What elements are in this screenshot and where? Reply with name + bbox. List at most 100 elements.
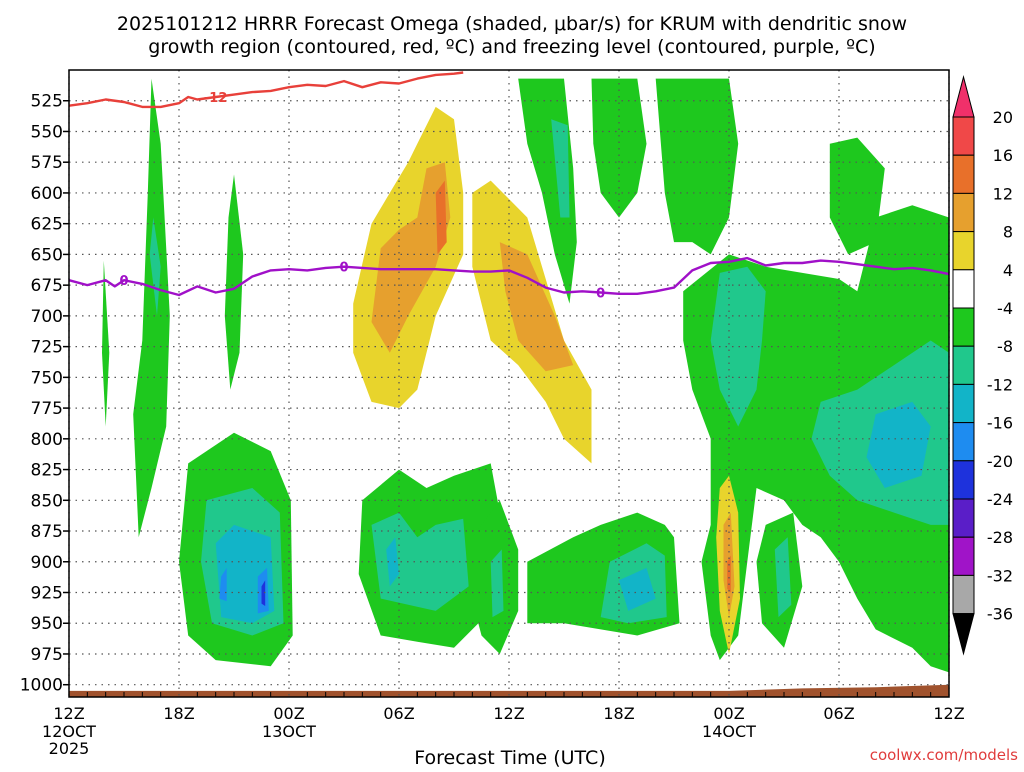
colorbar-swatch — [952, 345, 975, 385]
omega-shading-layer — [102, 78, 949, 673]
chart-title-line-1: 2025101212 HRRR Forecast Omega (shaded, … — [117, 13, 907, 35]
colorbar-swatch — [952, 574, 975, 615]
x-axis-label: Forecast Time (UTC) — [414, 747, 605, 768]
colorbar-swatch — [952, 383, 975, 424]
omega-region-neg4 — [133, 78, 170, 538]
omega-region-neg12 — [866, 401, 931, 488]
colorbar-top-arrow — [952, 75, 975, 118]
colorbar-swatch — [952, 307, 975, 347]
x-date-label-h0: 12OCT — [42, 722, 96, 741]
x-tick-label-h24: 12Z — [493, 704, 524, 723]
dgz-minus12-contour-label: -12 — [204, 91, 228, 106]
omega-region-neg4 — [102, 260, 110, 427]
colorbar-label: 16 — [993, 146, 1013, 165]
colorbar-label: 20 — [993, 108, 1013, 127]
colorbar-label: -36 — [987, 605, 1013, 624]
colorbar-swatch — [952, 192, 975, 233]
colorbar-label: -20 — [987, 452, 1013, 471]
colorbar-label: -16 — [987, 414, 1013, 433]
omega-region-neg16 — [219, 567, 227, 602]
omega-region-neg8 — [774, 537, 792, 618]
x-year-label-h0: 2025 — [49, 739, 90, 758]
y-tick-label-700: 700 — [31, 307, 63, 327]
terrain-surface — [69, 684, 949, 697]
x-date-label-h12: 13OCT — [262, 722, 316, 741]
omega-region-neg4 — [829, 137, 885, 255]
colorbar-bottom-arrow — [952, 613, 975, 656]
x-tick-label-h0: 12Z — [53, 704, 84, 723]
omega-region-neg8 — [551, 119, 570, 218]
freezing-level-contour-label: 0 — [596, 287, 605, 302]
x-tick-label-h36: 00Z — [713, 704, 744, 723]
x-tick-label-h48: 12Z — [933, 704, 964, 723]
y-tick-label-600: 600 — [31, 184, 63, 204]
colorbar-label: 12 — [993, 184, 1013, 203]
y-tick-label-625: 625 — [31, 215, 63, 235]
colorbar-label: 8 — [1003, 223, 1013, 242]
colorbar-label: -8 — [997, 337, 1013, 356]
colorbar-swatch — [952, 116, 975, 156]
colorbar-label: 4 — [1003, 261, 1013, 280]
contour-layer: 0 0 0 -12 — [68, 71, 950, 302]
omega-colorbar: 20 16 12 8 4 -4 -8 -12 -16 -20 -24 -28 -32 -36 — [952, 75, 1013, 656]
colorbar-label: -32 — [987, 566, 1013, 585]
omega-region-neg8 — [710, 266, 766, 427]
colorbar-swatch — [952, 231, 975, 271]
y-tick-label-800: 800 — [31, 430, 63, 450]
freezing-level-contour-label: 0 — [119, 274, 128, 289]
x-tick-label-h6: 18Z — [163, 704, 194, 723]
y-tick-label-525: 525 — [31, 92, 63, 112]
colorbar-swatch — [952, 460, 975, 500]
y-tick-label-650: 650 — [31, 245, 63, 265]
omega-region-neg4 — [655, 78, 739, 255]
omega-region-neg20 — [261, 580, 266, 606]
freezing-level-contour-line — [68, 256, 950, 297]
colorbar-label: -24 — [987, 490, 1013, 509]
omega-region-pos12 — [435, 180, 447, 255]
y-tick-label-875: 875 — [31, 522, 63, 542]
terrain-layer — [69, 684, 949, 697]
y-axis-pressure: 525 550 575 600 625 650 675 700 725 750 775 800 825 8… — [20, 92, 69, 696]
site-credit: coolwx.com/models — [870, 746, 1018, 764]
omega-region-neg12 — [386, 537, 399, 587]
omega-region-neg8 — [149, 217, 161, 316]
y-tick-label-725: 725 — [31, 338, 63, 358]
x-tick-label-h12: 00Z — [273, 704, 304, 723]
omega-region-pos12 — [727, 555, 731, 593]
dgz-minus12-contour-line — [68, 71, 464, 109]
colorbar-swatch — [952, 536, 975, 576]
x-date-label-h36: 14OCT — [702, 722, 756, 741]
y-tick-label-900: 900 — [31, 553, 63, 573]
y-tick-label-675: 675 — [31, 276, 63, 296]
y-tick-label-575: 575 — [31, 153, 63, 173]
y-tick-label-925: 925 — [31, 584, 63, 604]
omega-region-pos8 — [371, 162, 451, 353]
omega-region-neg4 — [224, 174, 244, 390]
y-tick-label-825: 825 — [31, 461, 63, 481]
plot-frame — [68, 69, 950, 698]
x-tick-label-h42: 06Z — [823, 704, 854, 723]
x-tick-label-h18: 06Z — [383, 704, 414, 723]
x-tick-label-h30: 18Z — [603, 704, 634, 723]
colorbar-swatch — [952, 498, 975, 538]
omega-region-neg12 — [619, 567, 656, 611]
colorbar-swatch — [952, 154, 975, 194]
colorbar-swatch — [952, 422, 975, 462]
y-tick-label-975: 975 — [31, 645, 63, 665]
y-tick-label-1000: 1000 — [20, 676, 63, 696]
colorbar-label: -28 — [987, 528, 1013, 547]
freezing-level-contour-label: 0 — [339, 261, 348, 276]
y-tick-label-850: 850 — [31, 491, 63, 511]
y-tick-label-750: 750 — [31, 368, 63, 388]
colorbar-label: -12 — [987, 375, 1013, 394]
y-tick-label-775: 775 — [31, 399, 63, 419]
y-tick-label-550: 550 — [31, 122, 63, 142]
chart-title-line-2: growth region (contoured, red, ºC) and f… — [148, 36, 875, 58]
omega-region-neg8 — [490, 549, 504, 618]
colorbar-label: -4 — [997, 299, 1013, 318]
y-tick-label-950: 950 — [31, 614, 63, 634]
colorbar-swatch — [952, 269, 975, 309]
